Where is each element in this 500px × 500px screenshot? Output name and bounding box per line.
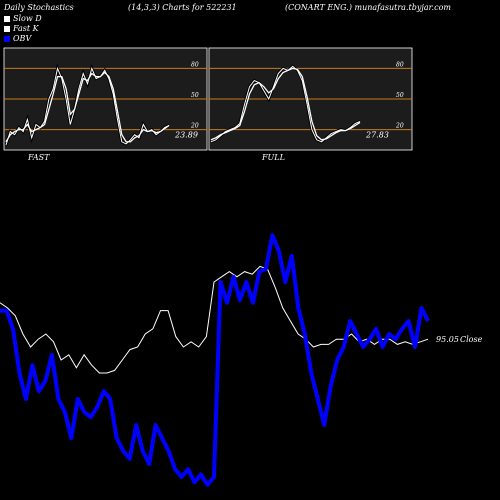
legend-fast-k: Fast K [4,24,39,33]
legend-label-obv: OBV [13,34,32,43]
fast-panel-name: FAST [27,153,50,162]
fast-level-label-50: 50 [191,92,199,99]
legend-swatch-fast-k [4,26,10,32]
close-value-label: 95.05 [436,335,459,344]
legend-label-fast-k: Fast K [13,24,39,33]
fast-last-value: 23.89 [174,131,198,140]
fast-series-1 [5,71,170,143]
legend-swatch-slow-d [4,16,10,22]
close-suffix-label: Close [460,335,483,344]
full-series-1 [210,67,361,141]
close-price-line [0,265,429,374]
header-left: Daily Stochastics [4,3,74,12]
full-level-label-50: 50 [396,92,404,99]
full-level-label-20: 20 [395,123,404,130]
obv-line [0,233,430,487]
legend-swatch-obv [4,36,10,42]
full-level-label-80: 80 [396,61,404,68]
full-last-value: 27.83 [365,131,389,140]
legend-label-slow-d: Slow D [13,14,42,23]
fast-level-label-20: 20 [190,123,199,130]
header-right: (CONART ENG.) munafasutra.tbyjar.com [285,3,451,12]
full-panel-name: FULL [261,153,285,162]
header-center: (14,3,3) Charts for 522231 [128,3,237,12]
legend-obv: OBV [4,34,31,43]
legend-slow-d: Slow D [4,14,42,23]
fast-series-0 [5,66,170,146]
fast-level-label-80: 80 [191,61,199,68]
full-series-0 [210,65,361,143]
